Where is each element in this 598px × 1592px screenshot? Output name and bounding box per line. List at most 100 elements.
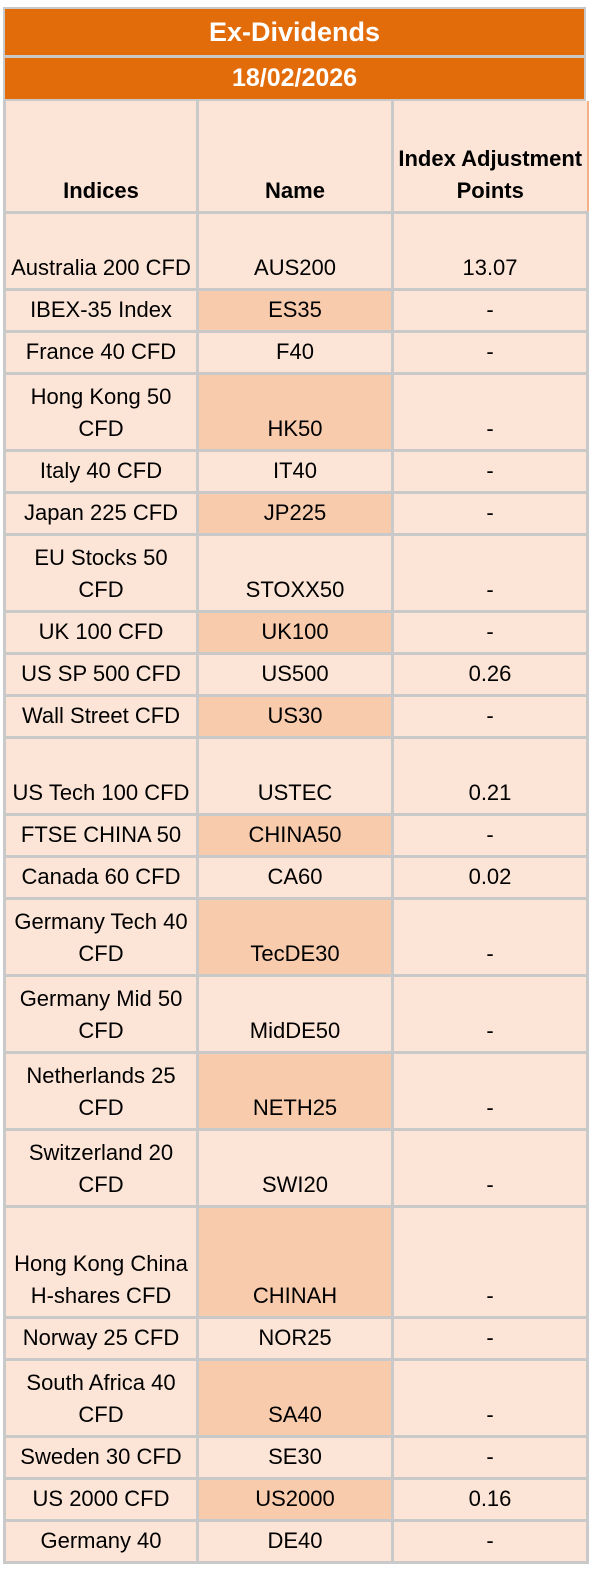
row-points-cell: - — [391, 492, 589, 536]
row-points-cell: - — [391, 1317, 589, 1361]
table-row: Netherlands 25 CFD NETH25- — [3, 1052, 589, 1131]
row-name-cell: TecDE30 — [196, 898, 394, 977]
table-row: Switzerland 20 CFD SWI20- — [3, 1129, 589, 1208]
row-name-cell: CHINA50 — [196, 814, 394, 858]
row-index-cell: Netherlands 25 CFD — [3, 1052, 199, 1131]
table-row: Hong Kong 50 CFD HK50- — [3, 373, 589, 452]
row-index-cell: France 40 CFD — [3, 331, 199, 375]
row-name-cell: MidDE50 — [196, 975, 394, 1054]
row-points-cell: 0.21 — [391, 737, 589, 816]
table-row: IBEX-35 Index ES35- — [3, 289, 589, 333]
row-name-cell: AUS200 — [196, 212, 394, 291]
table-header: Indices Name Index Adjustment Points — [3, 101, 589, 214]
row-name-cell: SA40 — [196, 1359, 394, 1438]
row-index-cell: EU Stocks 50 CFD — [3, 534, 199, 613]
table-row: France 40 CFD F40- — [3, 331, 589, 375]
table-row: Japan 225 CFD JP225- — [3, 492, 589, 536]
row-points-cell: - — [391, 1436, 589, 1480]
row-points-cell: - — [391, 814, 589, 858]
row-index-cell: FTSE CHINA 50 — [3, 814, 199, 858]
table-row: EU Stocks 50 CFD STOXX50- — [3, 534, 589, 613]
row-index-cell: Germany 40 — [3, 1520, 199, 1564]
header-indices: Indices — [3, 101, 199, 214]
row-name-cell: US2000 — [196, 1478, 394, 1522]
row-name-cell: SWI20 — [196, 1129, 394, 1208]
row-points-cell: - — [391, 331, 589, 375]
row-index-cell: Wall Street CFD — [3, 695, 199, 739]
table-row: US SP 500 CFD US500 0.26 — [3, 653, 589, 697]
row-points-cell: 13.07 — [391, 212, 589, 291]
table-row: Wall Street CFD US30- — [3, 695, 589, 739]
ex-dividends-sheet: Ex-Dividends 18/02/2026 Indices Name Ind… — [3, 7, 589, 1564]
table-row: US 2000 CFD US2000 0.16 — [3, 1478, 589, 1522]
row-index-cell: UK 100 CFD — [3, 611, 199, 655]
header-points: Index Adjustment Points — [391, 101, 589, 214]
table-row: Canada 60 CFD CA60 0.02 — [3, 856, 589, 900]
row-name-cell: SE30 — [196, 1436, 394, 1480]
table-row: Germany 40 DE40- — [3, 1520, 589, 1564]
row-points-cell: - — [391, 898, 589, 977]
table-row: US Tech 100 CFD USTEC 0.21 — [3, 737, 589, 816]
row-index-cell: Germany Tech 40 CFD — [3, 898, 199, 977]
sheet-title: Ex-Dividends — [3, 7, 586, 55]
header-name: Name — [196, 101, 394, 214]
row-points-cell: - — [391, 373, 589, 452]
row-index-cell: Italy 40 CFD — [3, 450, 199, 494]
row-name-cell: US500 — [196, 653, 394, 697]
row-name-cell: JP225 — [196, 492, 394, 536]
row-index-cell: Hong Kong 50 CFD — [3, 373, 199, 452]
row-index-cell: Hong Kong China H-shares CFD — [3, 1206, 199, 1319]
table-row: South Africa 40 CFD SA40- — [3, 1359, 589, 1438]
row-points-cell: - — [391, 534, 589, 613]
row-name-cell: F40 — [196, 331, 394, 375]
row-points-cell: - — [391, 1520, 589, 1564]
row-index-cell: US SP 500 CFD — [3, 653, 199, 697]
table-row: FTSE CHINA 50 CHINA50- — [3, 814, 589, 858]
row-name-cell: NOR25 — [196, 1317, 394, 1361]
row-points-cell: - — [391, 289, 589, 333]
table-row: Germany Tech 40 CFD TecDE30- — [3, 898, 589, 977]
row-index-cell: IBEX-35 Index — [3, 289, 199, 333]
row-name-cell: CA60 — [196, 856, 394, 900]
table-row: Germany Mid 50 CFD MidDE50- — [3, 975, 589, 1054]
row-name-cell: USTEC — [196, 737, 394, 816]
row-index-cell: Germany Mid 50 CFD — [3, 975, 199, 1054]
row-index-cell: US 2000 CFD — [3, 1478, 199, 1522]
table-row: UK 100 CFD UK100- — [3, 611, 589, 655]
table-row: Sweden 30 CFD SE30- — [3, 1436, 589, 1480]
row-index-cell: South Africa 40 CFD — [3, 1359, 199, 1438]
row-name-cell: US30 — [196, 695, 394, 739]
row-name-cell: UK100 — [196, 611, 394, 655]
row-name-cell: HK50 — [196, 373, 394, 452]
row-points-cell: - — [391, 975, 589, 1054]
row-points-cell: - — [391, 1129, 589, 1208]
row-name-cell: NETH25 — [196, 1052, 394, 1131]
table-row: Australia 200 CFD AUS200 13.07 — [3, 212, 589, 291]
table-body: Australia 200 CFD AUS200 13.07 IBEX-35 Inde… — [3, 212, 589, 1564]
row-name-cell: IT40 — [196, 450, 394, 494]
row-index-cell: Switzerland 20 CFD — [3, 1129, 199, 1208]
row-name-cell: STOXX50 — [196, 534, 394, 613]
row-index-cell: Canada 60 CFD — [3, 856, 199, 900]
row-index-cell: US Tech 100 CFD — [3, 737, 199, 816]
row-name-cell: ES35 — [196, 289, 394, 333]
row-points-cell: - — [391, 450, 589, 494]
table-row: Norway 25 CFD NOR25- — [3, 1317, 589, 1361]
row-index-cell: Australia 200 CFD — [3, 212, 199, 291]
row-points-cell: 0.16 — [391, 1478, 589, 1522]
dividends-table: Indices Name Index Adjustment Points Aus… — [3, 101, 589, 1564]
row-points-cell: - — [391, 1052, 589, 1131]
table-row: Italy 40 CFD IT40- — [3, 450, 589, 494]
row-index-cell: Sweden 30 CFD — [3, 1436, 199, 1480]
row-points-cell: 0.26 — [391, 653, 589, 697]
row-index-cell: Norway 25 CFD — [3, 1317, 199, 1361]
row-points-cell: - — [391, 1359, 589, 1438]
row-index-cell: Japan 225 CFD — [3, 492, 199, 536]
row-points-cell: 0.02 — [391, 856, 589, 900]
row-points-cell: - — [391, 1206, 589, 1319]
row-points-cell: - — [391, 611, 589, 655]
row-name-cell: CHINAH — [196, 1206, 394, 1319]
row-name-cell: DE40 — [196, 1520, 394, 1564]
row-points-cell: - — [391, 695, 589, 739]
table-row: Hong Kong China H-shares CFD CHINAH - — [3, 1206, 589, 1319]
